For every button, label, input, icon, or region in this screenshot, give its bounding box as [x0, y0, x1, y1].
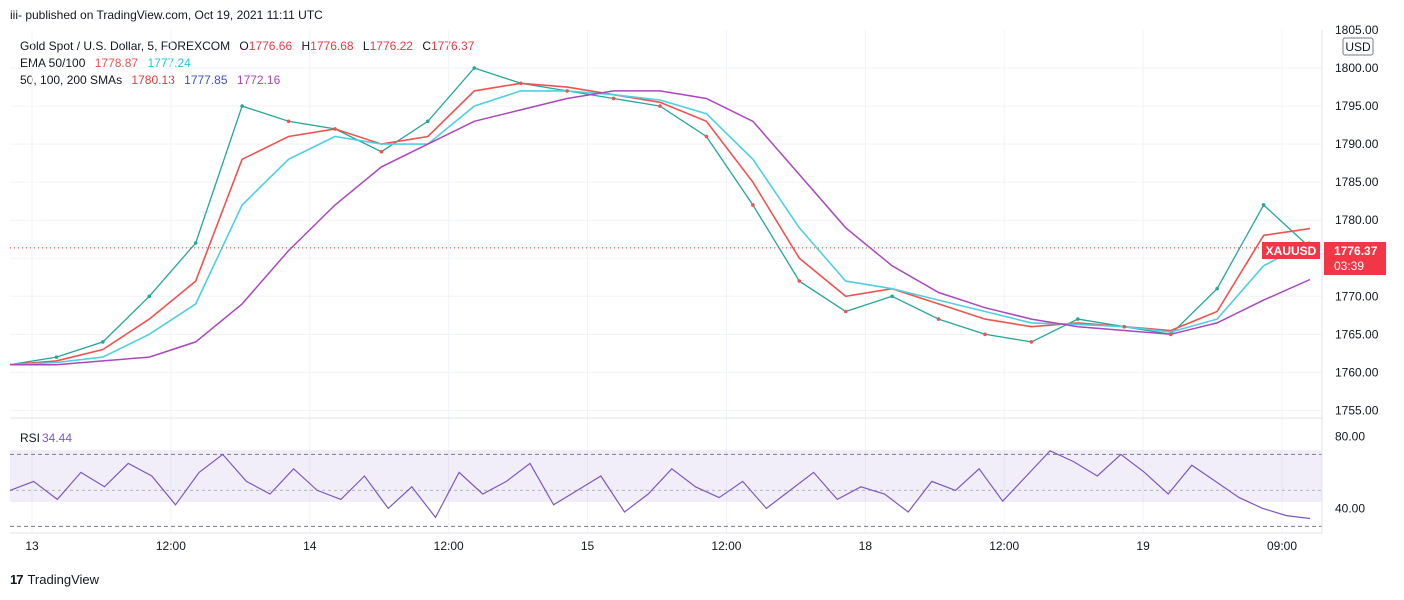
- symbol-name: Gold Spot / U.S. Dollar, 5, FOREXCOM: [20, 39, 231, 53]
- price-point: [472, 66, 477, 70]
- time-tick-label: 13: [25, 539, 39, 553]
- price-point: [1215, 286, 1219, 291]
- symbol-ohlc-row[interactable]: Gold Spot / U.S. Dollar, 5, FOREXCOM O17…: [20, 38, 474, 55]
- published-caption: iii- published on TradingView.com, Oct 1…: [10, 8, 323, 22]
- open-value: 1776.66: [248, 39, 293, 53]
- rsi-band: [10, 450, 1322, 502]
- low-value: 1776.22: [369, 39, 413, 53]
- sma-label: 50, 100, 200 SMAs: [20, 73, 123, 87]
- price-point: [565, 89, 569, 93]
- rsi-line: [9, 450, 1311, 520]
- last-price-value: 1776.37: [1334, 244, 1378, 258]
- price-tick-label: 1760.00: [1335, 365, 1379, 379]
- price-point: [1029, 340, 1034, 344]
- time-tick-label: 12:00: [989, 539, 1019, 553]
- price-point: [843, 309, 848, 314]
- open-label: O: [239, 39, 249, 53]
- price-point: [890, 294, 894, 299]
- close-label: C: [422, 39, 431, 53]
- ema-legend-row[interactable]: EMA 50/100 1778.87 1777.24: [20, 55, 474, 72]
- axis-labels: 1755.001760.001765.001770.001775.001780.…: [25, 23, 1378, 553]
- countdown: 03:39: [1334, 259, 1364, 273]
- price-point: [426, 119, 430, 124]
- price-point: [286, 119, 291, 124]
- price-point: [240, 104, 244, 108]
- sma200-value: 1772.16: [236, 73, 281, 87]
- currency-label: USD: [1345, 40, 1371, 54]
- time-tick-label: 09:00: [1267, 539, 1297, 553]
- price-point: [797, 279, 802, 283]
- symbol-tag[interactable]: [1262, 242, 1320, 259]
- footer-brand[interactable]: 17 TradingView: [10, 572, 99, 587]
- high-label: H: [301, 39, 311, 53]
- price-point: [1261, 203, 1266, 207]
- time-tick-label: 18: [859, 539, 873, 553]
- time-tick-label: 12:00: [156, 539, 186, 553]
- ema100-value: 1777.24: [147, 56, 191, 70]
- price-tick-label: 1765.00: [1335, 327, 1379, 341]
- symbol-tag-label: XAUUSD: [1266, 244, 1317, 258]
- rsi-tick-label: 40.00: [1335, 501, 1365, 515]
- rsi-value: 34.44: [42, 431, 72, 445]
- ema50-value: 1778.87: [94, 56, 139, 70]
- price-tick-label: 1795.00: [1335, 99, 1379, 113]
- price-point: [611, 96, 616, 101]
- rsi-label: RSI: [20, 431, 40, 445]
- price-point: [1076, 317, 1080, 321]
- price-point: [1122, 324, 1127, 329]
- price-tick-label: 1800.00: [1335, 61, 1379, 75]
- time-tick-label: 14: [303, 539, 317, 553]
- price-point: [983, 332, 987, 337]
- price-tick-label: 1780.00: [1335, 213, 1379, 227]
- price-point: [54, 355, 59, 359]
- price-line: [9, 67, 1311, 366]
- price-point: [1168, 332, 1173, 337]
- time-tick-label: 12:00: [711, 539, 741, 553]
- price-point: [658, 104, 662, 108]
- sma-legend-row[interactable]: 50, 100, 200 SMAs 1780.13 1777.85 1772.1…: [20, 72, 474, 89]
- price-point: [193, 241, 198, 245]
- price-point: [101, 340, 105, 344]
- price-point: [704, 134, 709, 139]
- high-value: 1776.68: [310, 39, 354, 53]
- ema100-line: [9, 90, 1311, 366]
- sma50-value: 1780.13: [131, 73, 175, 87]
- time-tick-label: 15: [581, 539, 595, 553]
- price-tick-label: 1805.00: [1335, 23, 1379, 37]
- chart-marks: [9, 66, 1322, 527]
- price-tick-label: 1755.00: [1335, 403, 1379, 417]
- currency-badge[interactable]: [1342, 37, 1374, 56]
- price-tick-label: 1770.00: [1335, 289, 1379, 303]
- price-tick-label: 1785.00: [1335, 175, 1379, 189]
- price-point: [333, 127, 337, 131]
- sma100-value: 1777.85: [184, 73, 228, 87]
- low-label: L: [362, 39, 370, 53]
- time-tick-label: 12:00: [434, 539, 464, 553]
- brand-name: TradingView: [27, 572, 100, 587]
- price-point: [518, 81, 523, 86]
- ema50-line: [9, 82, 1311, 366]
- price-point: [379, 149, 384, 154]
- last-price-tag[interactable]: [1324, 242, 1386, 275]
- price-point: [147, 294, 152, 299]
- chart-legend: Gold Spot / U.S. Dollar, 5, FOREXCOM O17…: [20, 38, 474, 89]
- ema-label: EMA 50/100: [20, 56, 86, 70]
- price-point: [936, 317, 941, 321]
- close-value: 1776.37: [431, 39, 475, 53]
- rsi-tick-label: 80.00: [1335, 429, 1365, 443]
- tradingview-logo-icon: 17: [10, 572, 24, 587]
- price-point: [751, 203, 755, 207]
- time-tick-label: 19: [1136, 539, 1150, 553]
- sma200-line: [10, 90, 1311, 366]
- price-tick-label: 1790.00: [1335, 137, 1379, 151]
